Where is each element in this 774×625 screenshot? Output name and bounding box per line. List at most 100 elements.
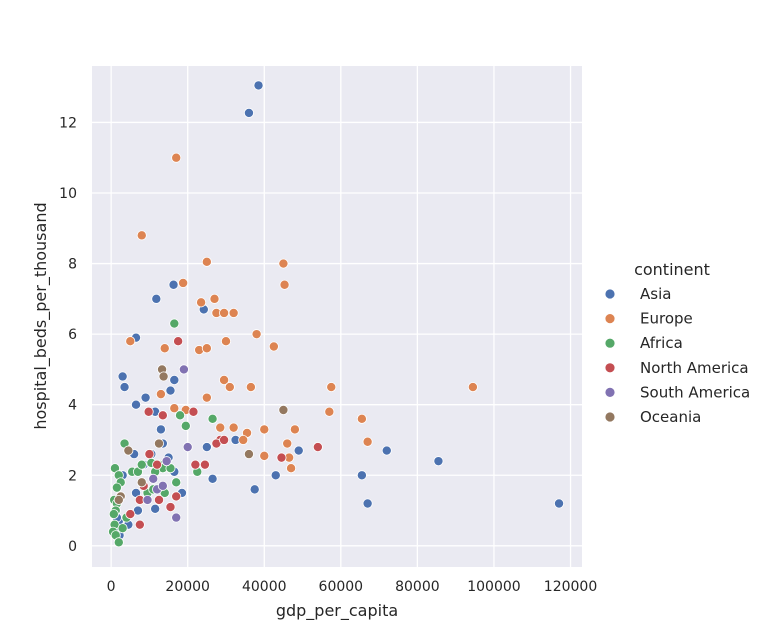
- data-point-asia: [151, 293, 162, 304]
- data-point-asia: [155, 424, 166, 435]
- data-point-europe: [196, 297, 207, 308]
- legend-label-north-america: North America: [640, 359, 749, 377]
- data-point-north-america: [312, 442, 323, 453]
- x-tick-label: 20000: [165, 579, 210, 595]
- data-point-asia: [270, 470, 281, 481]
- x-tick-label: 80000: [395, 579, 440, 595]
- data-point-asia: [293, 445, 304, 456]
- y-axis-label: hospital_beds_per_thousand: [31, 202, 51, 429]
- data-point-africa: [113, 537, 124, 548]
- data-point-oceania: [123, 445, 134, 456]
- x-tick-label: 120000: [544, 579, 597, 595]
- data-point-europe: [178, 277, 189, 288]
- data-point-europe: [159, 343, 170, 354]
- data-point-europe: [278, 258, 289, 269]
- data-point-asia: [554, 498, 565, 509]
- data-point-asia: [169, 375, 180, 386]
- data-point-asia: [119, 382, 130, 393]
- data-point-south-america: [148, 473, 159, 484]
- data-points: [108, 80, 565, 548]
- data-point-europe: [238, 434, 249, 445]
- data-point-europe: [219, 307, 230, 318]
- data-point-north-america: [173, 336, 184, 347]
- data-point-europe: [324, 406, 335, 417]
- data-point-asia: [381, 445, 392, 456]
- data-point-europe: [220, 336, 231, 347]
- data-point-europe: [268, 341, 279, 352]
- data-point-europe: [228, 307, 239, 318]
- legend-marker-north-america: [604, 362, 616, 374]
- data-point-africa: [108, 509, 119, 520]
- data-point-europe: [289, 424, 300, 435]
- data-point-africa: [175, 410, 186, 421]
- data-point-oceania: [158, 371, 169, 382]
- data-point-north-america: [219, 434, 230, 445]
- y-tick-label: 4: [68, 398, 77, 414]
- data-point-europe: [215, 422, 226, 433]
- data-point-south-america: [171, 512, 182, 523]
- data-point-asia: [433, 456, 444, 467]
- data-point-north-america: [165, 502, 176, 513]
- legend-label-europe: Europe: [640, 310, 693, 328]
- data-point-europe: [209, 293, 220, 304]
- data-point-north-america: [144, 449, 155, 460]
- data-point-asia: [362, 498, 373, 509]
- data-point-north-america: [171, 491, 182, 502]
- data-point-europe: [286, 463, 297, 474]
- data-point-north-america: [199, 459, 210, 470]
- data-point-north-america: [190, 459, 201, 470]
- data-point-europe: [201, 256, 212, 267]
- data-point-north-america: [153, 494, 164, 505]
- data-point-europe: [326, 382, 337, 393]
- data-point-africa: [169, 318, 180, 329]
- data-point-europe: [228, 422, 239, 433]
- x-tick-label: 60000: [319, 579, 364, 595]
- legend-label-africa: Africa: [640, 334, 683, 352]
- grid-x: [110, 66, 572, 567]
- legend-marker-south-america: [604, 386, 616, 398]
- data-point-asia: [249, 484, 260, 495]
- data-point-europe: [362, 436, 373, 447]
- y-tick-label: 0: [68, 539, 77, 555]
- legend-marker-asia: [604, 288, 616, 300]
- data-point-africa: [117, 523, 128, 534]
- data-point-south-america: [157, 480, 168, 491]
- legend-label-south-america: South America: [640, 383, 750, 401]
- y-tick-label: 12: [59, 115, 77, 131]
- data-point-europe: [125, 336, 136, 347]
- x-axis-label: gdp_per_capita: [276, 601, 398, 621]
- legend-label-oceania: Oceania: [640, 408, 701, 426]
- data-point-asia: [165, 385, 176, 396]
- data-point-asia: [201, 442, 212, 453]
- data-point-asia: [243, 107, 254, 118]
- data-point-europe: [219, 375, 230, 386]
- data-point-asia: [168, 279, 179, 290]
- legend-title: continent: [634, 260, 710, 279]
- data-point-africa: [111, 482, 122, 493]
- x-tick-label: 0: [107, 579, 116, 595]
- data-point-africa: [207, 413, 218, 424]
- data-point-south-america: [178, 364, 189, 375]
- data-point-europe: [259, 450, 270, 461]
- data-point-north-america: [188, 406, 199, 417]
- data-point-europe: [136, 230, 147, 241]
- data-point-asia: [131, 399, 142, 410]
- y-tick-label: 10: [59, 186, 77, 202]
- data-point-asia: [150, 503, 161, 514]
- data-point-asia: [207, 473, 218, 484]
- data-point-europe: [224, 382, 235, 393]
- data-point-north-america: [134, 519, 145, 530]
- data-point-north-america: [276, 452, 287, 463]
- data-point-north-america: [157, 410, 168, 421]
- y-tick-label: 6: [68, 327, 77, 343]
- data-point-europe: [282, 438, 293, 449]
- y-tick-label: 2: [68, 468, 77, 484]
- data-point-oceania: [243, 449, 254, 460]
- legend-marker-oceania: [604, 411, 616, 423]
- data-point-europe: [201, 343, 212, 354]
- legend: continent Asia Europe Africa North America S…: [604, 260, 750, 426]
- data-point-europe: [467, 382, 478, 393]
- y-tick-label: 8: [68, 257, 77, 273]
- legend-marker-europe: [604, 313, 616, 325]
- data-point-asia: [253, 80, 264, 91]
